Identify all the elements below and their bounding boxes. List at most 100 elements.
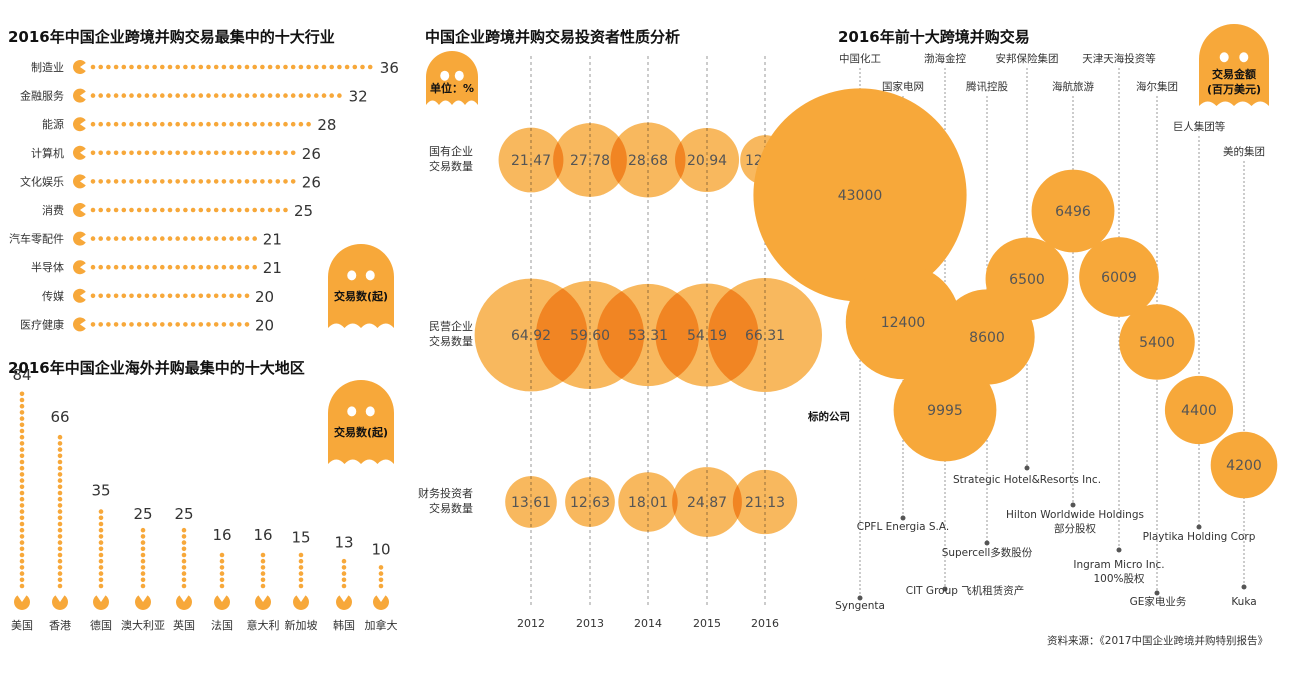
industry-dot <box>144 150 150 156</box>
deal-anchor-dot <box>900 515 906 521</box>
industry-dot <box>213 93 219 98</box>
region-dot <box>181 534 187 539</box>
industry-dot <box>260 64 265 70</box>
deal-anchor-dot <box>1196 524 1202 530</box>
industry-dot <box>213 322 219 327</box>
region-value: 66 <box>50 408 69 426</box>
industry-dot <box>267 64 273 70</box>
region-dot <box>219 577 225 583</box>
ghost-eye <box>1219 52 1229 63</box>
deals-badge-line1: 交易金额 <box>1212 67 1256 81</box>
industry-title: 2016年中国企业跨境并购交易最集中的十大行业 <box>8 28 335 46</box>
industry-dot <box>183 293 188 299</box>
industry-dot <box>206 121 211 127</box>
region-dot <box>19 434 25 440</box>
industry-dot <box>129 150 134 156</box>
region-badge-label: 交易数(起) <box>334 425 388 439</box>
region-dot <box>57 552 63 558</box>
deal-value: 4200 <box>1226 458 1262 474</box>
industry-dot <box>167 207 173 213</box>
deal-bubble <box>985 237 1069 321</box>
industry-badge-label: 交易数(起) <box>334 289 388 303</box>
region-dot <box>219 552 225 558</box>
region-dot <box>19 397 25 403</box>
pacman-icon <box>52 595 68 610</box>
region-dot <box>19 472 25 477</box>
industry-dot <box>252 150 257 156</box>
industry-dot <box>90 236 96 241</box>
series-label: 民营企业 <box>429 319 473 333</box>
region-dot <box>57 521 63 527</box>
industry-dot <box>152 293 157 299</box>
industry-dot <box>160 179 165 184</box>
industry-dot <box>237 93 242 98</box>
investor-unit-badge: 单位：% <box>430 81 474 95</box>
industry-dot <box>183 179 188 184</box>
series-label: 交易数量 <box>429 159 473 173</box>
industry-dot <box>229 236 234 241</box>
series-label: 国有企业 <box>429 144 473 158</box>
pacman-icon <box>93 595 110 610</box>
industry-dot <box>221 150 227 156</box>
industry-dot <box>306 64 311 70</box>
investor-bubble <box>674 127 740 193</box>
investor-value: 53.31 <box>628 328 668 344</box>
region-column: 35 德国 <box>90 481 112 632</box>
industry-dot <box>306 121 311 127</box>
investor-value: 21.13 <box>745 495 785 511</box>
investor-value: 59.60 <box>570 328 610 344</box>
industry-dot <box>136 293 142 299</box>
industry-dot <box>213 121 219 127</box>
industry-dot <box>90 293 96 299</box>
industry-dot <box>175 121 180 127</box>
industry-dot <box>113 264 119 270</box>
region-column: 13 韩国 <box>333 533 355 632</box>
industry-dot <box>160 236 165 241</box>
industry-dot <box>237 236 242 241</box>
region-dot <box>181 527 187 533</box>
industry-dot <box>229 322 234 327</box>
industry-dot <box>329 93 335 98</box>
investor-bubble <box>565 477 615 527</box>
industry-dot <box>121 150 127 156</box>
industry-dot <box>367 64 373 70</box>
industry-dot <box>167 236 173 241</box>
pacman-icon <box>373 595 389 610</box>
industry-dot <box>275 150 281 156</box>
industry-dot <box>136 207 142 213</box>
industry-dot <box>190 236 196 241</box>
region-dot <box>19 503 25 508</box>
region-column: 10 加拿大 <box>365 540 398 632</box>
deal-anchor-dot <box>1154 590 1160 596</box>
industry-dot <box>121 236 127 241</box>
industry-dot <box>136 179 142 184</box>
region-dot <box>378 565 384 570</box>
industry-dot <box>314 64 319 70</box>
region-dot <box>19 540 25 545</box>
industry-dot <box>252 64 257 70</box>
region-dot <box>19 459 25 465</box>
pacman-icon <box>73 174 86 189</box>
industry-dot <box>152 93 157 98</box>
industry-dot <box>167 121 173 127</box>
ghost-eye <box>365 270 375 281</box>
industry-dot <box>221 236 227 241</box>
region-dot <box>140 565 146 570</box>
industry-dot <box>206 64 211 70</box>
pacman-icon <box>73 117 86 132</box>
industry-dot <box>252 207 257 213</box>
ghost-icon <box>426 51 478 105</box>
region-dot <box>19 577 25 583</box>
industry-dot <box>229 150 234 156</box>
industry-value: 26 <box>302 173 321 191</box>
industry-dot <box>221 264 227 270</box>
pacman-icon <box>73 88 86 103</box>
industry-dot <box>152 150 157 156</box>
deal-buyer: 天津天海投资等 <box>1082 52 1156 65</box>
region-dot <box>341 558 347 564</box>
industry-dot <box>175 207 180 213</box>
pacman-icon <box>73 60 86 75</box>
region-dot <box>378 571 384 576</box>
industry-row: 计算机 26 <box>31 145 321 163</box>
industry-dot <box>229 264 234 270</box>
